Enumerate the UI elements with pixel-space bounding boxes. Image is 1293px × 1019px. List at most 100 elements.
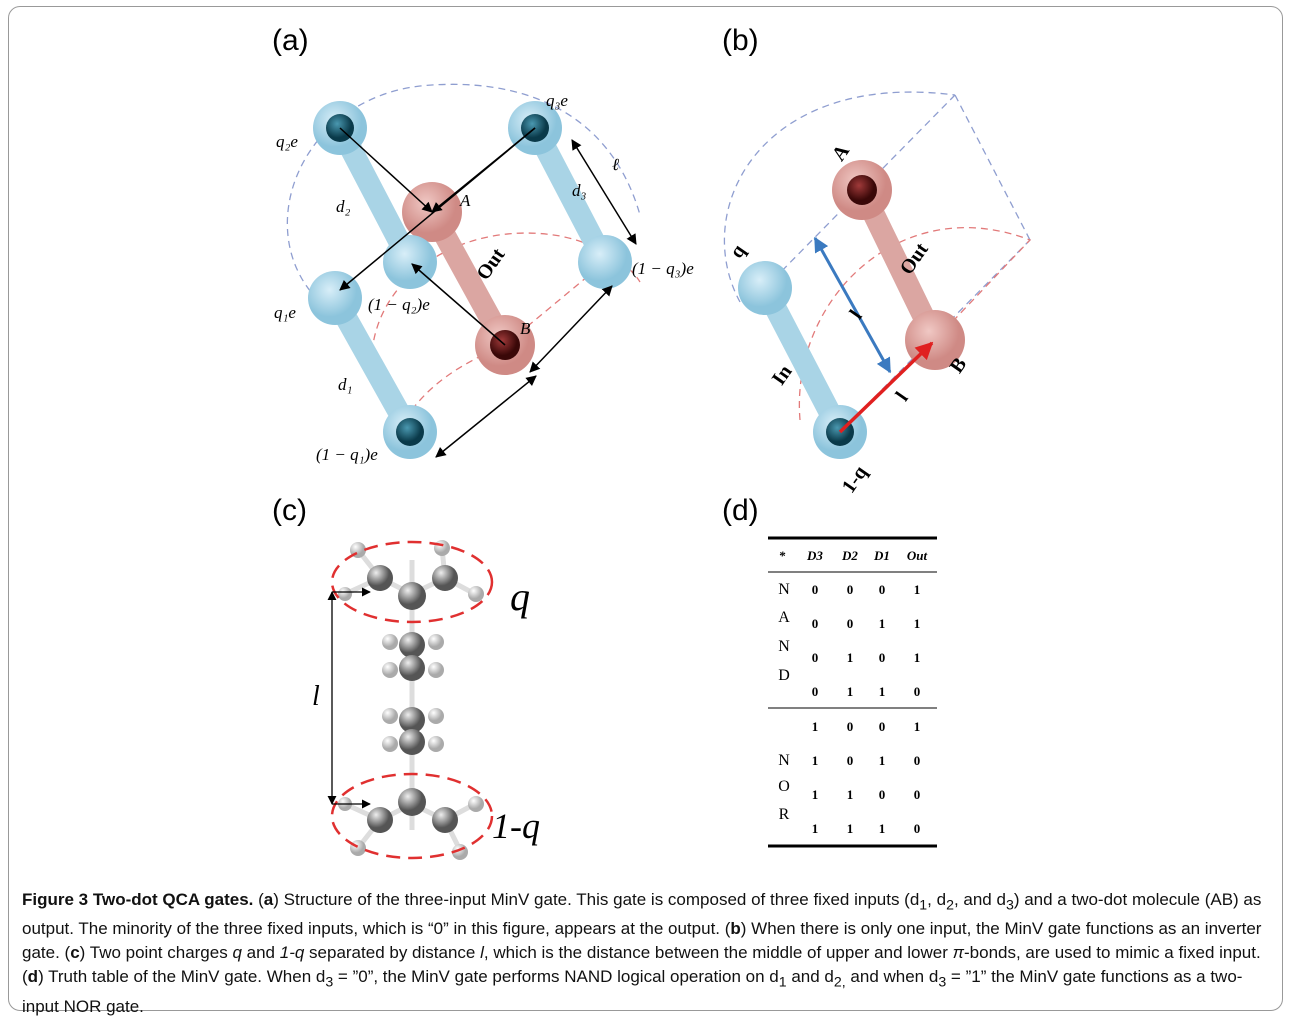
label: (c) [272, 494, 307, 527]
table-cell: 1 [879, 821, 886, 836]
table-cell: 1 [812, 787, 819, 802]
shape [434, 540, 450, 556]
table-cell: 1 [879, 684, 886, 699]
shape [350, 840, 366, 856]
group-label: N [778, 638, 790, 655]
shape [382, 708, 398, 724]
table-cell: 0 [812, 684, 819, 699]
caption-text: separated by distance [304, 943, 480, 962]
label: (b) [722, 24, 759, 57]
table-cell: 1 [812, 821, 819, 836]
caption-text: 2, [834, 975, 846, 991]
table-cell: 0 [812, 582, 819, 597]
label: In [768, 361, 797, 389]
caption-text: and [242, 943, 280, 962]
group-label: N [778, 581, 790, 598]
caption-text: π [953, 943, 964, 962]
table-cell: 0 [914, 787, 921, 802]
caption-text: , and d [954, 890, 1006, 909]
label: (d) [722, 494, 759, 527]
shape [847, 175, 877, 205]
shape [428, 634, 444, 650]
group-label: O [778, 778, 790, 795]
table-cell: 1 [812, 719, 819, 734]
table-cell: 0 [879, 719, 886, 734]
table-cell: 0 [812, 650, 819, 665]
caption-text: a [264, 890, 273, 909]
group-label: D [778, 667, 790, 684]
caption-text: and when d [846, 967, 939, 986]
shape [383, 235, 437, 289]
caption-text: ( [253, 890, 263, 909]
table-cell: 0 [847, 582, 854, 597]
label: q [726, 241, 750, 263]
caption-text: ) Structure of the three-input MinV gate… [273, 890, 919, 909]
shape [399, 655, 425, 681]
table-cell: 0 [879, 787, 886, 802]
shape [428, 708, 444, 724]
shape [367, 565, 393, 591]
table-cell: 0 [847, 753, 854, 768]
label: B [520, 319, 531, 338]
caption-text: , which is the distance between the midd… [484, 943, 953, 962]
label: A [828, 140, 855, 165]
label: l [846, 306, 867, 324]
table-cell: 1 [847, 787, 854, 802]
caption-text: d [28, 967, 38, 986]
shape [396, 418, 424, 446]
label: l [312, 681, 320, 712]
shape [399, 729, 425, 755]
table-header: * [779, 548, 786, 563]
caption-text: ) Two point charges [80, 943, 233, 962]
shape [530, 286, 612, 372]
label: d₂ [336, 197, 351, 216]
caption-title: Figure 3 Two-dot QCA gates. [22, 890, 253, 909]
shape [399, 632, 425, 658]
shape [338, 587, 352, 601]
figure: (a) q₂e q₃e d₂ d₃ ℓ A Out (1 − q₃)e q₁e … [0, 0, 1293, 880]
table-cell: 1 [914, 719, 921, 734]
shape [335, 128, 605, 432]
table-cell: 1 [879, 616, 886, 631]
caption-text: b [730, 919, 740, 938]
shape [367, 807, 393, 833]
label: (1 − q₁)e [316, 445, 378, 464]
table-cell: 0 [879, 650, 886, 665]
shape [340, 128, 535, 290]
table-cell: 0 [812, 616, 819, 631]
shape [578, 235, 632, 289]
caption-text: 3 [1006, 897, 1014, 913]
shape [738, 261, 792, 315]
table-cell: 1 [879, 753, 886, 768]
shape [468, 586, 484, 602]
label: q [510, 574, 530, 619]
table-header: D1 [873, 548, 890, 563]
table-cell: 1 [914, 650, 921, 665]
label: l [892, 388, 913, 406]
caption-text: 1 [919, 897, 927, 913]
table-cell: 0 [914, 821, 921, 836]
shape [436, 376, 536, 457]
shape [398, 788, 426, 816]
caption-text: q [232, 943, 241, 962]
caption-text: 2 [946, 897, 954, 913]
caption: Figure 3 Two-dot QCA gates. (a) Structur… [22, 888, 1272, 1019]
shape [428, 736, 444, 752]
table-cell: 0 [847, 616, 854, 631]
table-header: D3 [806, 548, 823, 563]
shape [955, 95, 1030, 240]
caption-text: , d [927, 890, 946, 909]
caption-text: 1-q [280, 943, 305, 962]
label: q₂e [276, 132, 298, 151]
table-cell: 1 [847, 650, 854, 665]
table-cell: 1 [847, 684, 854, 699]
table-cell: 1 [914, 582, 921, 597]
label: d₃ [572, 181, 587, 200]
label: A [459, 191, 471, 210]
label: 1-q [492, 806, 540, 846]
shape [468, 796, 484, 812]
table-cell: 0 [914, 753, 921, 768]
shape [840, 343, 932, 432]
label: (1 − q₃)e [632, 259, 694, 278]
shape [382, 736, 398, 752]
